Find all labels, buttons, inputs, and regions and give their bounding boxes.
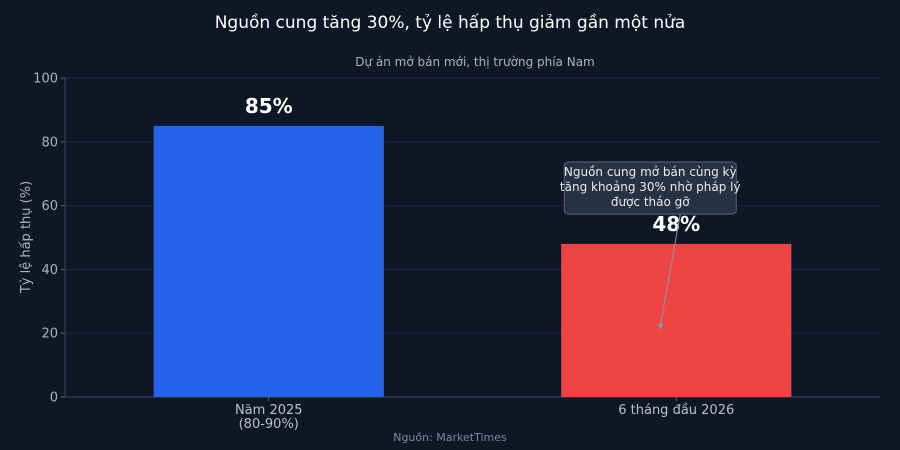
annotation-text: được tháo gỡ (611, 195, 690, 209)
x-tick-label: 6 tháng đầu 2026 (618, 403, 734, 418)
y-tick-label: 80 (41, 135, 58, 150)
y-tick-label: 0 (50, 391, 58, 406)
bar (153, 125, 384, 397)
x-axis: Năm 2025(80-90%) 6 tháng đầu 2026 (235, 397, 734, 432)
y-tick-label: 20 (41, 327, 58, 342)
y-tick-label: 60 (41, 199, 58, 214)
chart-subtitle: Dự án mở bán mới, thị trường phía Nam (355, 55, 595, 69)
annotation-text: Nguồn cung mở bán cùng kỳ (564, 165, 737, 179)
bar (561, 243, 792, 397)
bar-value-label: 85% (245, 94, 293, 118)
y-axis-label: Tỷ lệ hấp thụ (%) (19, 181, 34, 294)
y-tick-label: 100 (33, 72, 58, 87)
x-tick-label: Năm 2025 (235, 403, 303, 418)
x-tick-label: (80-90%) (239, 417, 299, 432)
annotation-arrow (659, 213, 681, 327)
bars: 85% 48% (153, 94, 792, 397)
annotation-arrowhead (657, 323, 664, 331)
annotation-text: tăng khoảng 30% nhờ pháp lý (560, 180, 741, 194)
annotation-box (563, 161, 737, 215)
y-tick-label: 40 (41, 263, 58, 278)
source-note: Nguồn: MarketTimes (393, 431, 507, 444)
bar-value-label: 48% (652, 212, 700, 236)
chart-title: Nguồn cung tăng 30%, tỷ lệ hấp thụ giảm … (215, 12, 686, 33)
